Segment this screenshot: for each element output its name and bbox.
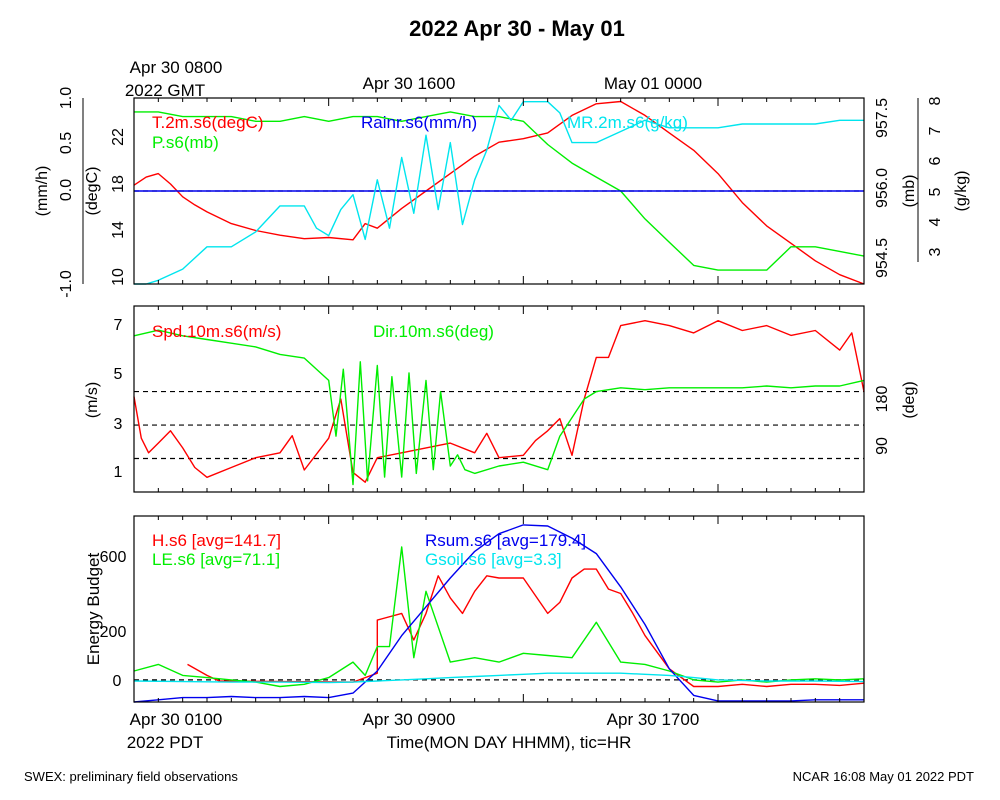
energy-axis-label: Energy Budget	[84, 552, 103, 665]
temp-tick-label: 18	[110, 175, 127, 193]
mr-tick-label: 7	[927, 126, 944, 135]
rain-axis-label: (mm/h)	[34, 166, 51, 217]
energy-series-group	[133, 524, 865, 703]
mr-tick-label: 4	[927, 217, 944, 226]
panel-thermo: (mm/h) -1.0 0.0 0.5 1.0 (degC) 10 14 18 …	[34, 87, 970, 298]
energy-tick-label: 600	[100, 549, 127, 566]
footer-right: NCAR 16:08 May 01 2022 PDT	[793, 769, 974, 784]
legend-wind-speed: Spd.10m.s6(m/s)	[152, 322, 281, 341]
temp-tick-label: 14	[110, 221, 127, 239]
bottom-time-label-1b: 2022 PDT	[127, 733, 204, 752]
mr-tick-label: 8	[927, 96, 944, 105]
spd-tick-label: 5	[114, 366, 123, 383]
top-time-label-1a: Apr 30 0800	[130, 58, 223, 77]
legend-soil-heat: Gsoil.s6 [avg=3.3]	[425, 550, 562, 569]
temp-tick-label: 22	[110, 128, 127, 146]
spd-tick-label: 3	[114, 416, 123, 433]
series-line	[134, 111, 865, 271]
panel-energy: Energy Budget 0 200 600 H.s6 [avg=141.7]…	[84, 515, 865, 703]
x-axis-title: Time(MON DAY HHMM), tic=HR	[387, 733, 632, 752]
pres-tick-label: 954.5	[874, 238, 891, 278]
legend-net-radiation: Rsum.s6 [avg=179.4]	[425, 531, 586, 550]
bottom-time-label-3: Apr 30 1700	[607, 710, 700, 729]
dir-tick-label: 180	[874, 386, 891, 413]
dir-tick-label: 90	[874, 437, 891, 455]
series-line	[133, 672, 865, 684]
panel-wind: (m/s) 1 3 5 7 90 180 (deg) Spd.10m.s6(m/…	[84, 305, 918, 493]
legend-rain: Rainr.s6(mm/h)	[361, 113, 477, 132]
series-line	[187, 568, 865, 688]
rain-tick-label: 0.5	[58, 132, 75, 154]
temp-axis-label: (degC)	[84, 167, 101, 216]
bottom-time-label-1a: Apr 30 0100	[130, 710, 223, 729]
top-time-label-3: May 01 0000	[604, 74, 702, 93]
energy-tick-label: 0	[113, 673, 122, 690]
mr-tick-label: 3	[927, 247, 944, 256]
temp-tick-label: 10	[110, 268, 127, 286]
energy-tick-label: 200	[100, 624, 127, 641]
footer-left: SWEX: preliminary field observations	[24, 769, 238, 784]
mr-axis-label: (g/kg)	[953, 171, 970, 212]
legend-pressure: P.s6(mb)	[152, 133, 219, 152]
spd-tick-label: 7	[114, 317, 123, 334]
legend-latent-heat: LE.s6 [avg=71.1]	[152, 550, 280, 569]
bottom-time-label-2: Apr 30 0900	[363, 710, 456, 729]
top-time-label-1b: 2022 GMT	[125, 81, 205, 100]
spd-axis-label: (m/s)	[84, 382, 101, 418]
rain-tick-label: 1.0	[58, 87, 75, 109]
thermo-series-group	[133, 100, 865, 285]
wind-series-group	[133, 320, 865, 486]
thermo-ticks	[133, 98, 865, 284]
legend-wind-direction: Dir.10m.s6(deg)	[373, 322, 494, 341]
energy-ticks	[133, 516, 865, 702]
dir-axis-label: (deg)	[901, 381, 918, 418]
legend-sensible-heat: H.s6 [avg=141.7]	[152, 531, 281, 550]
rain-tick-label: 0.0	[58, 179, 75, 201]
pres-axis-label: (mb)	[901, 175, 918, 208]
chart-title: 2022 Apr 30 - May 01	[409, 16, 625, 41]
series-line	[133, 100, 865, 285]
series-line	[134, 100, 864, 285]
pres-tick-label: 956.0	[874, 168, 891, 208]
series-line	[133, 329, 865, 486]
legend-mixing-ratio: MR.2m.s6(g/kg)	[567, 113, 688, 132]
rain-tick-label: -1.0	[58, 270, 75, 298]
series-line	[133, 546, 865, 688]
pres-tick-label: 957.5	[874, 98, 891, 138]
spd-tick-label: 1	[114, 464, 123, 481]
mr-tick-label: 6	[927, 156, 944, 165]
series-line	[133, 320, 865, 483]
mr-tick-label: 5	[927, 187, 944, 196]
wind-ticks	[133, 306, 865, 492]
legend-temp: T.2m.s6(degC)	[152, 113, 263, 132]
top-time-label-2: Apr 30 1600	[363, 74, 456, 93]
